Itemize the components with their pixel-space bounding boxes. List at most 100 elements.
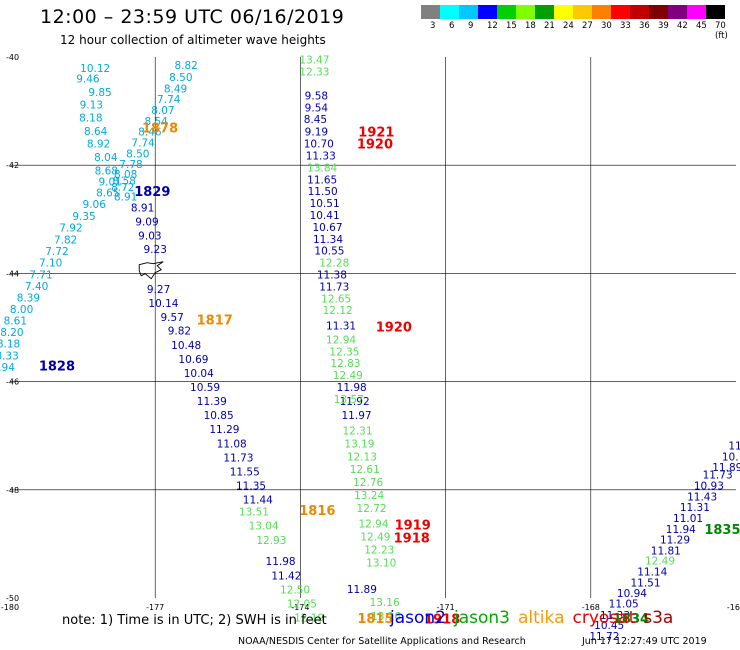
legend-swatch xyxy=(440,5,459,19)
y-tick-label: -46 xyxy=(6,378,19,387)
legend-label: 42 xyxy=(677,21,688,31)
legend-label: 36 xyxy=(639,21,650,31)
wave-height-value: 10.04 xyxy=(184,368,214,380)
legend-swatch xyxy=(592,5,611,19)
legend-label: 39 xyxy=(658,21,669,31)
legend-label: 45 xyxy=(696,21,707,31)
wave-height-value: 12.23 xyxy=(364,544,394,556)
wave-height-value: 8.58 xyxy=(113,175,136,187)
wave-height-value: 12.93 xyxy=(256,535,286,547)
wave-height-value: 10.70 xyxy=(304,139,334,151)
wave-height-value: 8.07 xyxy=(151,105,174,117)
wave-height-value: 11.29 xyxy=(209,424,239,436)
wave-height-value: 7.74 xyxy=(157,94,181,106)
legend-label: 21 xyxy=(544,21,555,31)
wave-height-value: 10.85 xyxy=(204,410,234,422)
y-tick-label: -42 xyxy=(6,161,19,170)
legend-swatch xyxy=(706,5,725,19)
wave-height-value: 9.85 xyxy=(88,87,111,99)
pass-time-label: 1918 xyxy=(394,531,430,546)
wave-height-value: 9.19 xyxy=(305,127,328,139)
wave-height-value: 11 xyxy=(728,440,740,452)
wave-height-value: 12.12 xyxy=(323,305,353,317)
wave-height-value: 11.97 xyxy=(342,410,372,422)
wave-height-value: 12.72 xyxy=(357,503,387,515)
x-tick-label: -168 xyxy=(582,603,600,612)
wave-height-value: 8.65 xyxy=(96,187,119,199)
wave-height-value: 12.83 xyxy=(330,358,360,370)
wave-height-value: 13.10 xyxy=(366,557,396,569)
page-subtitle: 12 hour collection of altimeter wave hei… xyxy=(60,33,326,47)
legend-swatch xyxy=(535,5,554,19)
wave-height-value: 13.24 xyxy=(354,490,384,502)
wave-height-value: 11.73 xyxy=(319,281,349,293)
wave-height-value: 8.20 xyxy=(0,327,23,339)
legend-swatch xyxy=(611,5,630,19)
legend-label: 27 xyxy=(582,21,593,31)
footer-credit: NOAA/NESDIS Center for Satellite Applica… xyxy=(238,636,526,647)
wave-height-value: 12.65 xyxy=(321,293,351,305)
wave-height-value: 11.51 xyxy=(630,577,660,589)
wave-height-value: 11.55 xyxy=(230,466,260,478)
legend-swatch xyxy=(573,5,592,19)
wave-height-value: 13.84 xyxy=(307,162,337,174)
y-tick-label: -44 xyxy=(6,269,19,278)
pass-time-label: 1835 xyxy=(704,523,740,538)
wave-height-value: 11.29 xyxy=(660,535,690,547)
wave-height-value: 8.08 xyxy=(114,169,137,181)
wave-height-value: 11.73 xyxy=(703,470,733,482)
wave-height-value: 8.91 xyxy=(114,192,137,204)
wave-height-value: 8.50 xyxy=(169,72,192,84)
pass-time-label: 1829 xyxy=(134,185,170,200)
wave-height-value: 10. xyxy=(722,451,739,463)
legend-swatch xyxy=(421,5,440,19)
wave-height-value: 11.08 xyxy=(217,438,247,450)
wave-height-value: 10.94 xyxy=(617,588,647,600)
wave-height-value: 12.49 xyxy=(645,556,675,568)
pass-time-label: 1921 xyxy=(358,126,394,141)
wave-height-value: 12.13 xyxy=(347,451,377,463)
wave-height-value: 8.92 xyxy=(87,139,110,151)
y-tick-label: -40 xyxy=(6,53,19,62)
wave-height-value: 13.04 xyxy=(249,521,279,533)
legend-swatch xyxy=(630,5,649,19)
wave-height-value: 13.47 xyxy=(299,55,329,67)
wave-height-value: 12.31 xyxy=(342,425,372,437)
wave-height-value: 12.94 xyxy=(326,334,356,346)
legend-label: 9 xyxy=(468,21,474,31)
wave-height-value: 11.14 xyxy=(637,566,667,578)
wave-height-value: 13.16 xyxy=(371,611,401,623)
wave-height-value: 8.18 xyxy=(0,339,20,351)
wave-height-value: 9.09 xyxy=(135,216,158,228)
wave-height-value: 11.50 xyxy=(308,186,338,198)
wave-height-value: 11.72 xyxy=(589,631,619,643)
wave-height-value: 11.98 xyxy=(337,382,367,394)
wave-height-value: 10.93 xyxy=(694,480,724,492)
wave-height-value: 11.05 xyxy=(609,598,639,610)
wave-height-value: 9.54 xyxy=(305,102,329,114)
y-tick-label: -48 xyxy=(6,486,19,495)
x-tick-label: -180 xyxy=(1,603,19,612)
satellite-legend: jason2 jason3 altika cryosat s3a xyxy=(390,608,681,628)
wave-height-value: 12.19 xyxy=(294,612,324,624)
wave-height-value: 9.58 xyxy=(305,90,328,102)
wave-height-value: 10.69 xyxy=(178,354,208,366)
wave-height-value: 12.50 xyxy=(280,584,310,596)
wave-height-value: 13.57 xyxy=(334,394,364,406)
wave-height-value: 8.64 xyxy=(84,126,108,138)
wave-height-value: 10.14 xyxy=(148,298,178,310)
wave-height-value: 10.41 xyxy=(310,210,340,222)
wave-height-value: 12.28 xyxy=(319,258,349,270)
wave-height-value: 11.73 xyxy=(223,452,253,464)
wave-height-value: 8.46 xyxy=(138,127,162,139)
wave-height-value: 7.82 xyxy=(54,234,77,246)
x-tick-label: -174 xyxy=(291,603,309,612)
pass-time-label: 1834 xyxy=(613,612,649,627)
wave-height-value: 10.12 xyxy=(80,63,110,75)
wave-height-value: 11.98 xyxy=(266,556,296,568)
wave-height-value: 8.61 xyxy=(4,315,27,327)
wave-height-value: 8.39 xyxy=(17,293,40,305)
wave-height-value: 7.94 xyxy=(0,362,15,374)
wave-height-value: 7.10 xyxy=(39,258,62,270)
